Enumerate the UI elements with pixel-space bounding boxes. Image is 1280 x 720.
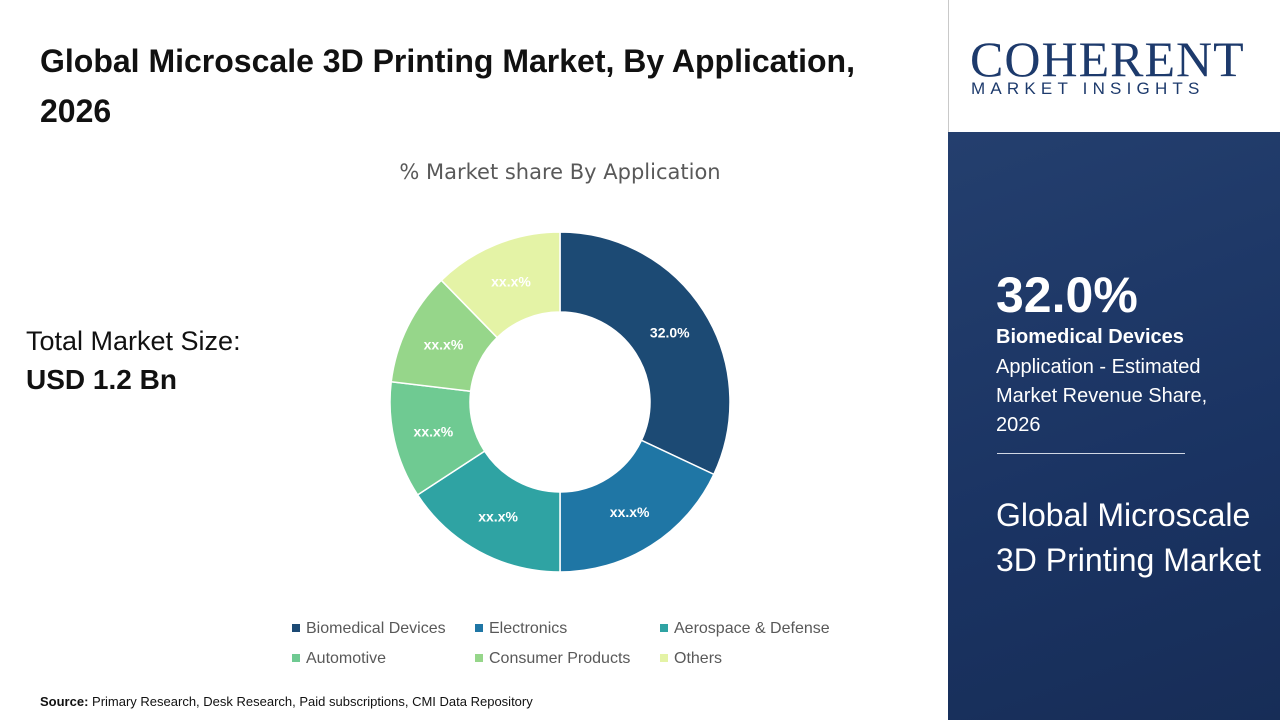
highlight-description: Application - Estimated Market Revenue S… xyxy=(996,356,1208,436)
legend-label: Others xyxy=(674,650,722,667)
highlight-segment: Biomedical Devices xyxy=(996,326,1184,348)
legend-swatch xyxy=(475,624,483,632)
side-panel xyxy=(948,132,1280,720)
title: Global Microscale 3D Printing Market, By… xyxy=(40,43,855,129)
market-size-value: USD 1.2 Bn xyxy=(26,364,177,395)
donut-segment xyxy=(559,439,715,573)
highlight-value: 32.0% xyxy=(996,267,1138,323)
donut-segment xyxy=(559,231,731,476)
legend-swatch xyxy=(292,624,300,632)
donut-segment xyxy=(440,231,561,339)
logo-tagline: MARKET INSIGHTS xyxy=(971,79,1205,98)
logo-name: COHERENT xyxy=(970,31,1245,87)
market-name: Global Microscale 3D Printing Market xyxy=(996,497,1261,578)
chart-subtitle: % Market share By Application xyxy=(399,160,721,184)
legend-label: Consumer Products xyxy=(489,650,630,667)
value-label: xx.x% xyxy=(610,504,650,520)
donut-chart: 32.0% xx.x% xx.x% xx.x% xx.x% xx.x% Biomedical… xyxy=(292,231,830,667)
value-label: xx.x% xyxy=(414,424,454,440)
legend-label: Electronics xyxy=(489,620,567,637)
value-label: xx.x% xyxy=(424,336,464,352)
legend-label: Aerospace & Defense xyxy=(674,620,830,637)
divider xyxy=(997,453,1185,454)
source-text: Primary Research, Desk Research, Paid su… xyxy=(92,694,533,709)
source: Source: Primary Research, Desk Research,… xyxy=(40,694,533,709)
value-label: xx.x% xyxy=(478,508,518,524)
value-label: xx.x% xyxy=(491,274,531,290)
legend-swatch xyxy=(660,624,668,632)
legend-swatch xyxy=(292,654,300,662)
legend-swatch xyxy=(475,654,483,662)
market-size-label: Total Market Size: xyxy=(26,326,241,356)
legend-swatch xyxy=(660,654,668,662)
source-label: Source: xyxy=(40,694,89,709)
value-label: 32.0% xyxy=(650,324,690,340)
legend-label: Automotive xyxy=(306,650,386,667)
logo-area xyxy=(948,0,1280,132)
legend-label: Biomedical Devices xyxy=(306,620,446,637)
